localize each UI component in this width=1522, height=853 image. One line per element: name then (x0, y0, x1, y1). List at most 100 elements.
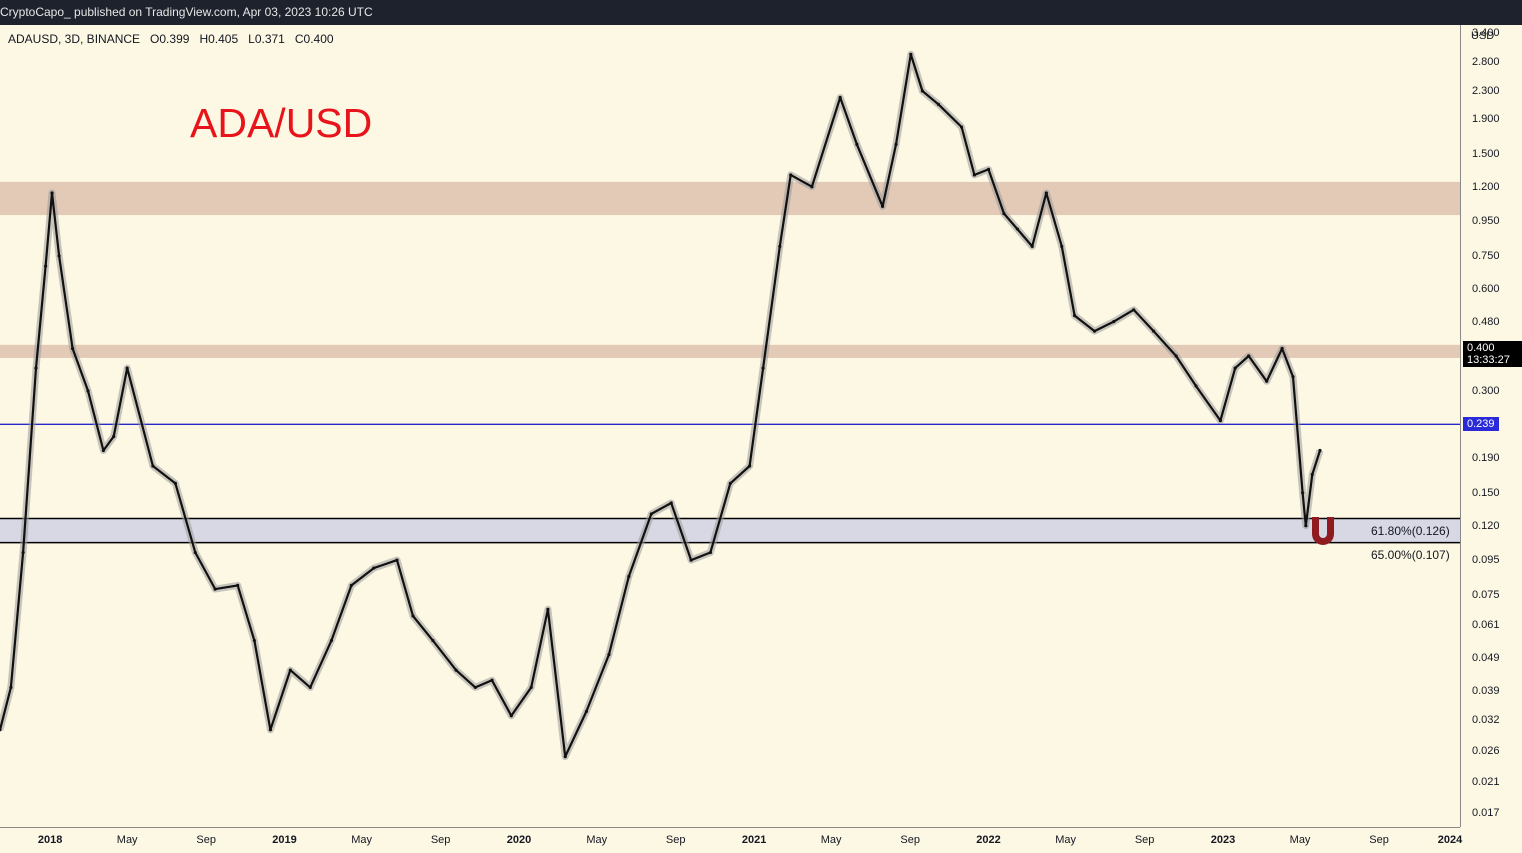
price-tick: 0.150 (1472, 486, 1500, 499)
price-point-60 (1044, 191, 1048, 195)
price-point-2 (21, 550, 25, 555)
price-tick: 1.500 (1472, 147, 1500, 160)
price-tick: 0.075 (1472, 588, 1500, 601)
fib-label-lower: 65.00%(0.107) (1371, 548, 1450, 562)
last-price-value: 0.400 (1467, 342, 1495, 355)
time-tick: Sep (430, 834, 451, 846)
price-point-4 (44, 264, 48, 268)
ohlc-low: L0.371 (248, 32, 285, 46)
price-point-33 (563, 755, 567, 759)
price-tick: 0.120 (1472, 519, 1500, 532)
time-tick: May (116, 834, 138, 846)
magnet-icon[interactable] (1312, 517, 1334, 545)
price-point-71 (1247, 354, 1251, 358)
price-point-42 (747, 464, 752, 468)
price-point-66 (1152, 329, 1156, 333)
time-tick: Sep (196, 834, 216, 846)
price-point-19 (288, 668, 292, 672)
price-point-0 (0, 728, 2, 732)
price-point-52 (920, 89, 924, 93)
time-tick: 2024 (1437, 834, 1463, 846)
price-point-41 (728, 481, 732, 485)
fib-label-upper: 61.80%(0.126) (1371, 524, 1450, 538)
price-tick: 0.049 (1472, 651, 1500, 664)
price-point-59 (1030, 244, 1034, 249)
price-point-78 (1318, 448, 1322, 453)
ohlc-close: C0.400 (294, 32, 334, 46)
chart-plot-area[interactable] (0, 25, 1460, 827)
symbol-info: ADAUSD, 3D, BINANCE (8, 32, 141, 46)
price-point-23 (372, 566, 376, 570)
price-range-band (0, 50, 1324, 761)
price-point-75 (1301, 491, 1305, 495)
price-point-10 (112, 434, 116, 439)
price-point-28 (473, 685, 477, 690)
price-point-34 (584, 709, 589, 713)
time-tick: Sep (900, 834, 920, 846)
currency-label: USD (1471, 30, 1495, 42)
price-point-38 (669, 501, 673, 505)
price-tick: 0.021 (1472, 776, 1500, 789)
price-point-3 (34, 366, 38, 370)
price-point-39 (689, 558, 693, 562)
price-point-50 (894, 142, 898, 146)
price-point-55 (972, 173, 977, 177)
bar-countdown: 13:33:27 (1467, 354, 1510, 367)
price-point-77 (1310, 472, 1314, 477)
ohlc-open: O0.399 (150, 32, 190, 46)
price-point-21 (329, 638, 334, 643)
price-tick: 0.190 (1472, 452, 1500, 465)
resistance-zone-0 (0, 181, 1460, 216)
price-point-8 (86, 389, 90, 393)
price-point-67 (1174, 354, 1178, 358)
price-point-63 (1092, 329, 1097, 333)
price-point-12 (151, 464, 155, 468)
price-point-29 (490, 678, 494, 682)
price-tick: 2.300 (1472, 84, 1500, 97)
time-tick: May (820, 834, 842, 846)
price-tick: 1.900 (1472, 113, 1500, 126)
time-tick: 2020 (506, 834, 532, 846)
price-point-37 (649, 512, 653, 516)
price-tick: 0.032 (1472, 714, 1500, 727)
resistance-zone-1 (0, 344, 1460, 358)
time-tick: May (351, 834, 373, 846)
time-axis[interactable]: 2018 May Sep 2019 May Sep 2020 May Sep 2021 May Sep… (0, 827, 1463, 853)
price-point-7 (70, 346, 75, 351)
price-point-9 (101, 448, 106, 453)
price-point-31 (529, 685, 533, 690)
hline-price-badge: 0.239 (1463, 417, 1499, 432)
price-point-43 (761, 366, 765, 370)
price-point-74 (1291, 375, 1295, 379)
price-point-56 (986, 167, 991, 171)
time-tick: 2018 (37, 834, 63, 846)
price-point-64 (1112, 320, 1116, 324)
price-tick: 3.400 (1472, 27, 1500, 40)
price-point-47 (838, 95, 842, 100)
price-point-22 (349, 583, 353, 587)
price-point-1 (9, 685, 13, 690)
price-point-35 (607, 652, 611, 657)
price-point-48 (855, 142, 859, 146)
time-tick: 2022 (976, 834, 1001, 846)
price-point-36 (627, 574, 631, 579)
publisher-line: CryptoCapo_ published on TradingView.com… (0, 5, 373, 19)
price-tick: 1.200 (1472, 180, 1500, 193)
time-tick: May (1055, 834, 1076, 846)
price-point-76 (1304, 524, 1308, 528)
price-tick: 0.039 (1472, 685, 1500, 698)
price-point-69 (1218, 419, 1223, 423)
price-point-27 (454, 668, 458, 672)
chart-annotation-title: ADA/USD (190, 100, 373, 146)
price-tick: 0.026 (1472, 744, 1500, 757)
price-point-17 (252, 638, 256, 643)
price-point-70 (1233, 366, 1237, 370)
price-tick: 2.800 (1472, 55, 1500, 68)
price-point-15 (213, 587, 217, 591)
price-point-46 (810, 185, 814, 189)
price-point-5 (50, 191, 54, 195)
price-point-44 (778, 244, 782, 249)
time-tick: May (1289, 834, 1311, 846)
price-point-49 (880, 204, 885, 208)
symbol-legend: ADAUSD, 3D, BINANCE O0.399 H0.405 L0.371… (8, 32, 334, 46)
